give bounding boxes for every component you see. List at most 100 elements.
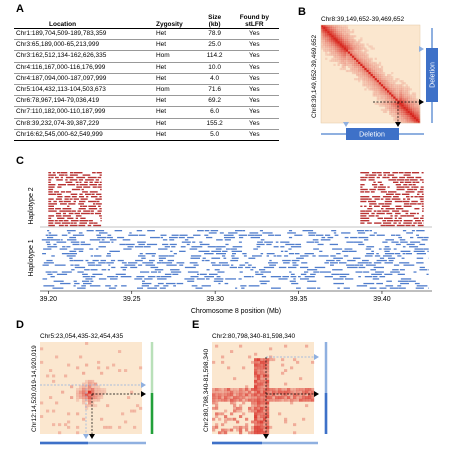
heat-cell bbox=[260, 388, 264, 391]
haplotype1-read bbox=[162, 239, 168, 241]
heat-cell bbox=[263, 425, 267, 429]
heat-cell bbox=[266, 425, 270, 429]
heat-cell bbox=[263, 374, 267, 378]
heat-cell bbox=[380, 67, 384, 71]
haplotype2-read bbox=[383, 172, 390, 174]
heat-cell bbox=[393, 94, 396, 97]
heat-cell bbox=[374, 80, 377, 83]
heat-cell bbox=[393, 100, 396, 103]
heat-cell bbox=[399, 112, 402, 115]
haplotype1-read bbox=[370, 269, 376, 271]
heat-cell bbox=[362, 80, 365, 83]
heat-cell bbox=[362, 69, 365, 73]
heat-cell bbox=[397, 118, 400, 122]
heat-cell bbox=[269, 396, 273, 399]
haplotype1-read bbox=[108, 264, 111, 266]
heat-cell bbox=[384, 108, 388, 111]
haplotype2-read bbox=[386, 212, 393, 215]
heat-cell bbox=[335, 53, 338, 56]
haplotype1-read bbox=[69, 253, 77, 255]
haplotype1-read bbox=[275, 241, 279, 243]
heat-cell bbox=[395, 78, 398, 81]
heat-cell bbox=[417, 106, 421, 109]
heat-cell bbox=[278, 398, 282, 402]
heat-cell bbox=[254, 401, 258, 405]
heat-cell bbox=[411, 112, 415, 115]
heat-cell bbox=[260, 363, 264, 367]
haplotype2-read bbox=[57, 172, 60, 174]
haplotype2-read bbox=[417, 191, 424, 193]
haplotype2-read bbox=[419, 188, 424, 191]
haplotype1-read bbox=[379, 257, 385, 259]
panel-b-heat bbox=[321, 25, 421, 124]
heat-cell bbox=[360, 39, 363, 42]
heat-cell bbox=[343, 65, 346, 68]
heat-cell bbox=[349, 59, 353, 62]
haplotype1-read bbox=[199, 241, 203, 243]
heat-cell bbox=[399, 84, 402, 87]
heat-cell bbox=[411, 92, 415, 95]
heat-cell bbox=[296, 360, 300, 364]
haplotype2-read bbox=[92, 172, 96, 174]
haplotype1-read bbox=[330, 262, 338, 264]
table-row: Chr6:78,967,194-79,036,419 Het 69.2 Yes bbox=[14, 96, 279, 107]
haplotype1-read bbox=[320, 271, 331, 273]
heat-cell bbox=[399, 108, 402, 111]
heat-cell bbox=[387, 86, 390, 89]
haplotype1-read bbox=[56, 273, 68, 275]
heat-cell bbox=[362, 63, 365, 66]
haplotype1-read bbox=[147, 230, 155, 232]
haplotype1-read bbox=[158, 248, 168, 250]
heat-cell bbox=[413, 92, 417, 95]
heat-cell bbox=[97, 385, 101, 389]
haplotype1-read bbox=[125, 243, 135, 246]
heat-cell bbox=[345, 39, 349, 42]
heat-cell bbox=[380, 86, 384, 89]
haplotype1-read bbox=[358, 276, 361, 278]
haplotype1-read bbox=[108, 287, 116, 289]
heat-cell bbox=[372, 94, 375, 97]
haplotype2-read bbox=[376, 176, 380, 179]
haplotype1-read bbox=[402, 246, 406, 248]
haplotype1-read bbox=[378, 248, 382, 250]
heat-cell bbox=[391, 104, 394, 107]
haplotype1-read bbox=[90, 269, 98, 271]
haplotype2-read bbox=[75, 181, 79, 183]
haplotype2-read bbox=[387, 174, 395, 176]
haplotype1-read bbox=[384, 253, 395, 255]
heat-cell bbox=[269, 425, 273, 429]
heat-cell bbox=[327, 43, 330, 46]
haplotype2-read bbox=[404, 179, 410, 181]
heat-cell bbox=[76, 388, 80, 391]
heat-cell bbox=[364, 63, 367, 66]
haplotype1-read bbox=[313, 248, 319, 250]
heat-cell bbox=[374, 72, 377, 75]
haplotype1-read bbox=[187, 280, 195, 282]
haplotype2-read bbox=[48, 186, 55, 188]
haplotype1-read bbox=[255, 273, 264, 275]
heat-cell bbox=[360, 55, 363, 58]
haplotype1-read bbox=[99, 241, 110, 243]
heat-cell bbox=[266, 358, 270, 362]
heat-cell bbox=[70, 385, 74, 389]
heat-cell bbox=[335, 29, 338, 32]
haplotype1-read bbox=[411, 230, 415, 232]
haplotype2-read bbox=[95, 179, 99, 181]
heat-cell bbox=[91, 396, 95, 399]
heat-cell bbox=[364, 80, 367, 83]
haplotype1-read bbox=[157, 282, 164, 285]
heat-cell bbox=[389, 92, 392, 95]
heat-cell bbox=[378, 98, 382, 101]
haplotype2-read bbox=[378, 203, 385, 205]
haplotype1-read bbox=[248, 264, 252, 266]
heat-cell bbox=[349, 35, 353, 38]
haplotype2-read bbox=[54, 222, 61, 224]
heat-cell bbox=[91, 382, 95, 386]
haplotype1-read bbox=[134, 246, 144, 248]
heat-cell bbox=[323, 29, 326, 32]
heat-cell bbox=[345, 59, 349, 62]
haplotype2-read bbox=[95, 212, 101, 215]
heat-cell bbox=[360, 74, 363, 77]
heat-cell bbox=[364, 69, 367, 73]
heat-cell bbox=[339, 37, 342, 40]
